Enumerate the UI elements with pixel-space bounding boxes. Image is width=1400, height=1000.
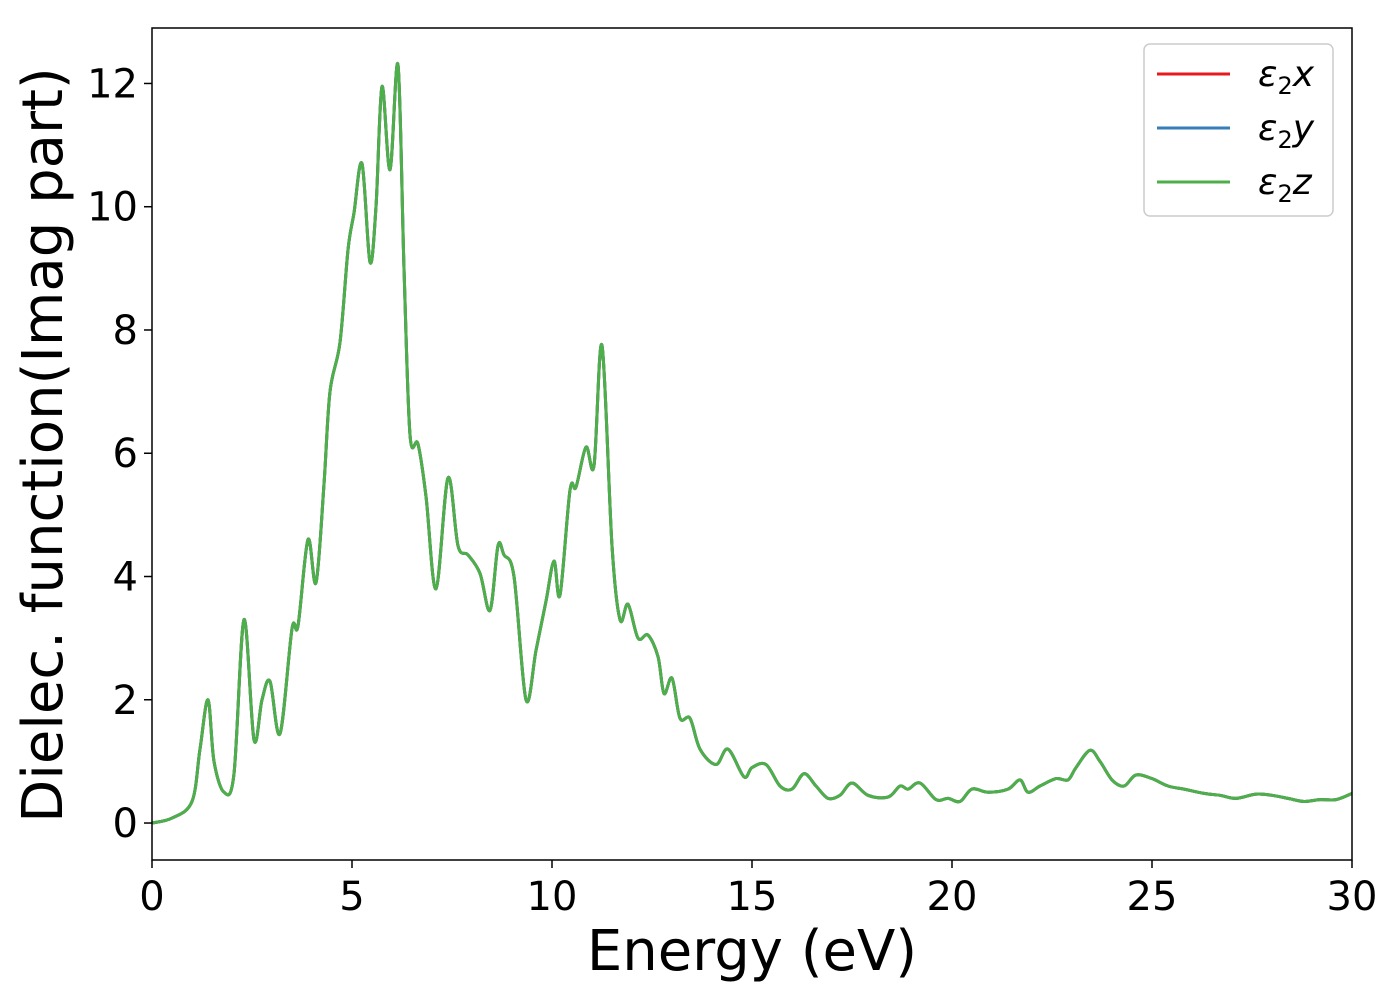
- x-tick-label: 10: [527, 874, 578, 920]
- legend-box: [1143, 43, 1334, 217]
- y-tick-label: 0: [113, 801, 138, 847]
- x-tick-label: 20: [927, 874, 978, 920]
- y-axis-label: Dielec. function(Imag part): [11, 67, 76, 823]
- y-tick-label: 2: [113, 678, 138, 724]
- series-line-3: [152, 62, 1352, 825]
- y-tick-label: 8: [113, 308, 138, 354]
- y-tick-label: 12: [87, 61, 138, 107]
- plot-lines: [152, 62, 1352, 825]
- y-tick-label: 6: [113, 431, 138, 477]
- x-tick-label: 15: [727, 874, 778, 920]
- legend-label-3: ε2z: [1258, 162, 1313, 208]
- x-axis-label: Energy (eV): [587, 919, 917, 984]
- x-tick-label: 0: [139, 874, 164, 920]
- x-axis: 0 5 10 15 20 25 30: [139, 860, 1377, 920]
- x-tick-label: 5: [339, 874, 364, 920]
- legend-label-2: ε2y: [1258, 108, 1315, 154]
- x-tick-label: 30: [1327, 874, 1378, 920]
- legend-label-1: ε2x: [1258, 54, 1315, 100]
- x-tick-label: 25: [1127, 874, 1178, 920]
- y-tick-label: 10: [87, 185, 138, 231]
- y-tick-label: 4: [113, 555, 138, 601]
- y-axis: 0 2 4 6 8 10 12: [87, 61, 152, 847]
- legend: ε2x ε2y ε2z: [1143, 43, 1334, 217]
